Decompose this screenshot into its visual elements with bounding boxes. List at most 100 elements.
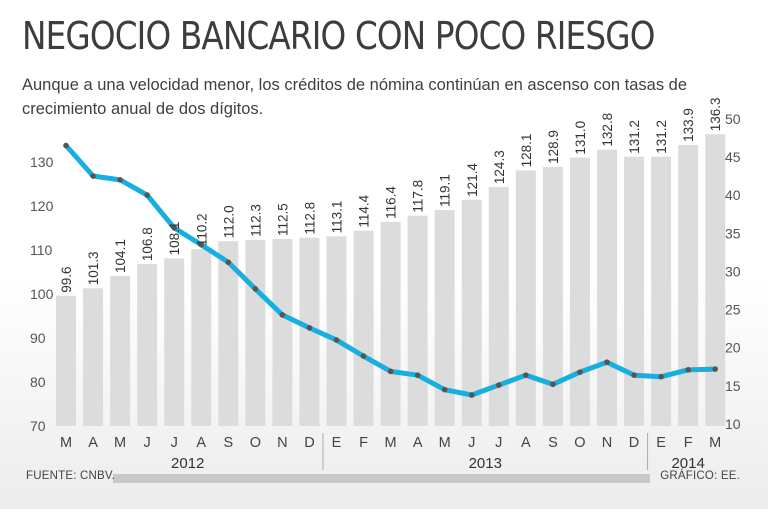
bar-label: 117.8 <box>411 180 426 213</box>
month-label: A <box>196 435 206 451</box>
bar-label: 99.6 <box>59 266 74 292</box>
bar-label: 132.8 <box>600 113 615 147</box>
line-point <box>468 392 475 398</box>
bar <box>515 170 536 426</box>
month-label: J <box>495 435 502 451</box>
right-tick-label: 35 <box>725 225 741 241</box>
line-point <box>496 382 502 388</box>
month-label: A <box>88 435 98 451</box>
line-point <box>63 142 69 149</box>
bar <box>83 288 104 426</box>
bar <box>137 264 158 426</box>
line-point <box>523 372 529 378</box>
bar-label: 106.8 <box>140 227 155 261</box>
bar-label: 108.1 <box>167 222 182 256</box>
bar-label: 112.3 <box>248 204 263 237</box>
bar <box>218 241 239 426</box>
bar <box>164 258 185 426</box>
month-label: D <box>304 435 314 451</box>
bar-data-labels: 99.6 101.3 104.1 106.8 108.1 110.2 112.0 112.3 1… <box>59 97 723 292</box>
bar-label: 131.2 <box>627 120 642 154</box>
bar <box>299 237 320 426</box>
bar-label: 113.1 <box>330 201 345 234</box>
left-tick-label: 110 <box>30 242 53 258</box>
left-tick-label: 70 <box>30 418 46 434</box>
bar <box>245 239 266 426</box>
bar <box>191 249 212 426</box>
line-point <box>279 312 286 318</box>
bar <box>434 209 455 426</box>
month-label: F <box>359 435 368 451</box>
bar <box>326 236 347 426</box>
right-tick-label: 15 <box>725 378 741 394</box>
bar <box>353 230 374 426</box>
right-tick-label: 10 <box>725 416 741 432</box>
bar <box>380 221 401 426</box>
right-tick-label: 40 <box>725 187 741 203</box>
bar-label: 112.0 <box>221 205 236 238</box>
month-label: O <box>574 435 585 451</box>
month-label: M <box>385 435 397 451</box>
right-tick-label: 45 <box>725 149 741 165</box>
line-point <box>333 337 340 343</box>
bar <box>705 134 726 426</box>
month-label: M <box>114 435 126 451</box>
month-label: M <box>709 435 721 451</box>
bar <box>569 157 590 426</box>
bar-label: 121.4 <box>465 163 480 197</box>
month-label: J <box>468 435 475 451</box>
bar <box>272 239 293 426</box>
bar <box>624 156 645 426</box>
year-label: 2014 <box>671 455 704 472</box>
left-tick-label: 80 <box>30 374 46 390</box>
left-tick-label: 130 <box>30 154 54 170</box>
month-label: S <box>548 435 558 451</box>
bar-label: 116.4 <box>384 186 399 219</box>
bar-label: 104.1 <box>113 239 128 273</box>
bar <box>461 199 482 426</box>
line-point <box>441 386 448 393</box>
bar <box>488 187 509 426</box>
line-point <box>387 368 394 375</box>
line-point <box>631 372 637 378</box>
credit-note: GRÁFICO: EE. <box>660 470 740 482</box>
line-point <box>577 369 583 375</box>
right-tick-label: 50 <box>725 111 741 127</box>
bar-label: 131.2 <box>654 120 669 154</box>
bar <box>651 156 672 426</box>
month-label: M <box>60 435 72 451</box>
bar-label: 131.0 <box>573 121 588 155</box>
right-tick-label: 30 <box>725 263 741 279</box>
bar-label: 119.1 <box>438 174 453 207</box>
year-label: 2013 <box>469 455 502 472</box>
line-point <box>198 241 205 248</box>
month-label: F <box>684 435 693 451</box>
line-point <box>604 359 610 365</box>
line-point <box>144 192 150 198</box>
month-label: A <box>413 435 423 451</box>
right-axis: 10 15 20 25 30 35 40 45 50 <box>725 111 741 432</box>
bar <box>678 144 699 426</box>
bar-label: 124.3 <box>492 150 507 184</box>
chart-title: NEGOCIO BANCARIO CON POCO RIESGO <box>22 14 655 58</box>
chart-subtitle: Aunque a una velocidad menor, los crédit… <box>22 76 688 118</box>
bar <box>407 215 428 426</box>
month-label: N <box>277 435 287 451</box>
line-series <box>63 142 718 398</box>
bar <box>597 149 617 426</box>
line-point <box>658 373 664 380</box>
right-tick-label: 20 <box>725 340 741 356</box>
month-label: O <box>250 435 261 451</box>
bar-label: 128.9 <box>546 130 561 164</box>
line-point <box>252 286 259 292</box>
line-point <box>90 173 96 179</box>
line-point <box>306 325 313 331</box>
source-note: FUENTE: CNBV. <box>26 470 116 482</box>
bar-label: 110.2 <box>194 213 209 246</box>
bar-series <box>56 134 726 426</box>
bar-label: 114.4 <box>357 194 372 227</box>
month-label: N <box>602 435 612 451</box>
footer-bar <box>113 474 650 483</box>
